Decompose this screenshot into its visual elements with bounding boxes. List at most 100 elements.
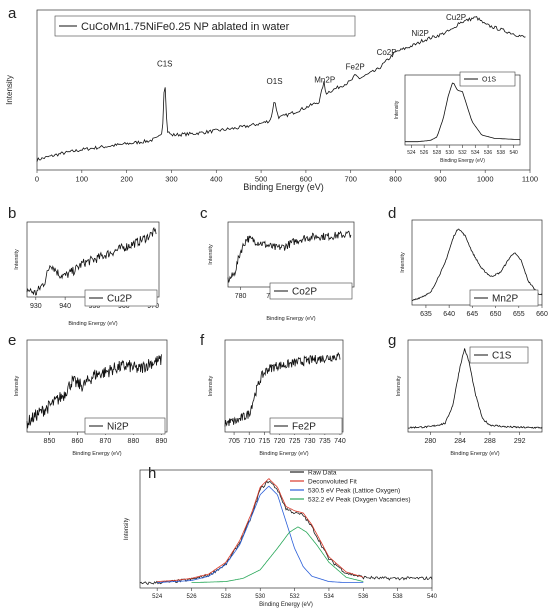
legend-box	[459, 71, 516, 87]
legend-entry: Deconvoluted Fit	[308, 479, 357, 486]
x-tick-label: 200	[120, 175, 133, 184]
y-axis-label: Intensity	[14, 376, 20, 397]
x-tick-label: 710	[243, 438, 255, 445]
x-tick-label: 740	[334, 438, 346, 445]
series-line	[227, 230, 352, 283]
legend-entry: Co2P	[292, 287, 317, 298]
legend-box	[54, 15, 356, 37]
series-line	[36, 16, 526, 162]
legend-box	[269, 282, 353, 300]
panel-label: a	[8, 5, 17, 22]
y-axis-label: Intensity	[208, 244, 214, 265]
panel-c: 780790800810Binding Energy (eV)Intensity…	[200, 205, 355, 322]
x-axis-label: Binding Energy (eV)	[266, 316, 315, 322]
x-tick-label: 0	[35, 175, 39, 184]
x-tick-label: 538	[497, 150, 506, 156]
legend-box	[84, 289, 158, 307]
panel-label: g	[388, 332, 396, 349]
x-tick-label: 530	[255, 594, 266, 600]
series-line	[405, 82, 521, 143]
x-tick-label: 538	[393, 594, 404, 600]
y-axis-label: Intensity	[396, 376, 402, 397]
x-tick-label: 534	[324, 594, 335, 600]
peak-annotation: C1S	[157, 60, 173, 69]
panel-label: h	[148, 465, 156, 482]
y-axis-label: Intensity	[394, 100, 400, 119]
x-tick-label: 528	[221, 594, 232, 600]
x-tick-label: 300	[165, 175, 178, 184]
panel-g: 280 284 288 292 Binding Energy (eV) Intensity…	[388, 332, 543, 457]
x-tick-label: 536	[484, 150, 493, 156]
peak-annotation: Fe2P	[346, 62, 365, 71]
x-axis-label: Binding Energy (eV)	[72, 451, 121, 457]
x-tick-label: 715	[258, 438, 270, 445]
plot-frame	[227, 221, 355, 288]
y-axis-label: Intensity	[5, 75, 14, 105]
series-line	[224, 352, 341, 427]
plot-frame	[404, 74, 521, 146]
x-axis-label: Binding Energy (eV)	[68, 321, 117, 327]
legend-entry: O1S	[482, 76, 496, 83]
x-tick-label: 720	[274, 438, 286, 445]
x-tick-label: 645	[467, 311, 479, 318]
x-tick-label: 890	[156, 438, 168, 445]
x-tick-label: 500	[255, 175, 268, 184]
panel-d: 635 640 645 650 655 660 Intensity d Mn2P	[388, 205, 548, 318]
legend-entry: CuCoMn1.75NiFe0.25 NP ablated in water	[81, 21, 290, 33]
panel-label: b	[8, 205, 16, 222]
x-tick-label: 780	[235, 293, 247, 300]
x-axis-label: Binding Energy (eV)	[440, 158, 485, 164]
x-tick-label: 950	[89, 303, 101, 310]
legend-entry: Fe2P	[292, 422, 316, 433]
x-axis-label: Binding Energy (eV)	[259, 451, 308, 457]
legend-box	[84, 417, 166, 435]
panel-label: c	[200, 205, 208, 222]
x-tick-label: 530	[446, 150, 455, 156]
legend-entry: Raw Data	[308, 470, 337, 477]
x-tick-label: 660	[536, 311, 548, 318]
legend-entry: Cu2P	[107, 294, 132, 305]
legend-box	[269, 417, 343, 435]
legend-entry: 532.2 eV Peak (Oxygen Vacancies)	[308, 497, 411, 504]
panel-f: 705 710 715 720 725 730 735 740 Binding Energy (…	[200, 332, 346, 457]
x-tick-label: 735	[319, 438, 331, 445]
series-line	[411, 228, 543, 301]
x-tick-label: 880	[128, 438, 140, 445]
x-tick-label: 860	[72, 438, 84, 445]
x-tick-label: 540	[509, 150, 518, 156]
y-axis-label: Intensity	[14, 249, 20, 270]
panel-h: 524 526 528 530 532 534 536 538 540 Binding Energ…	[124, 465, 438, 608]
series-line	[26, 354, 162, 429]
x-tick-label: 940	[59, 303, 71, 310]
legend-entry: 530.5 eV Peak (Lattice Oxygen)	[308, 488, 400, 495]
x-tick-label: 288	[484, 438, 496, 445]
x-tick-label: 700	[344, 175, 357, 184]
plot-frame	[26, 339, 168, 433]
x-tick-label: 635	[420, 311, 432, 318]
x-tick-label: 655	[513, 311, 525, 318]
x-tick-label: 730	[304, 438, 316, 445]
series-line-1	[157, 478, 364, 582]
legend-box	[469, 346, 529, 364]
x-tick-label: 536	[358, 594, 369, 600]
x-tick-label: 705	[228, 438, 240, 445]
panel-label: f	[200, 332, 205, 349]
panel-e: 850 860 870 880 890 Binding Energy (eV) Intens…	[8, 332, 168, 457]
x-tick-label: 524	[407, 150, 416, 156]
x-tick-label: 900	[434, 175, 447, 184]
x-tick-label: 1000	[477, 175, 494, 184]
peak-annotation: Ni2P	[412, 29, 429, 38]
series-line-2	[157, 485, 364, 583]
x-tick-label: 540	[427, 594, 438, 600]
series-line	[26, 226, 157, 296]
peak-annotation: Co2P	[377, 48, 397, 57]
peak-annotation: O1S	[267, 77, 283, 86]
legend-entry: Ni2P	[107, 422, 129, 433]
x-tick-label: 532	[458, 150, 467, 156]
legend-box	[469, 289, 539, 307]
x-tick-label: 960	[118, 303, 130, 310]
x-tick-label: 400	[210, 175, 223, 184]
x-axis-label: Binding Energy (eV)	[243, 182, 324, 192]
legend-entry: C1S	[492, 351, 512, 362]
y-axis-label: Intensity	[208, 376, 214, 397]
